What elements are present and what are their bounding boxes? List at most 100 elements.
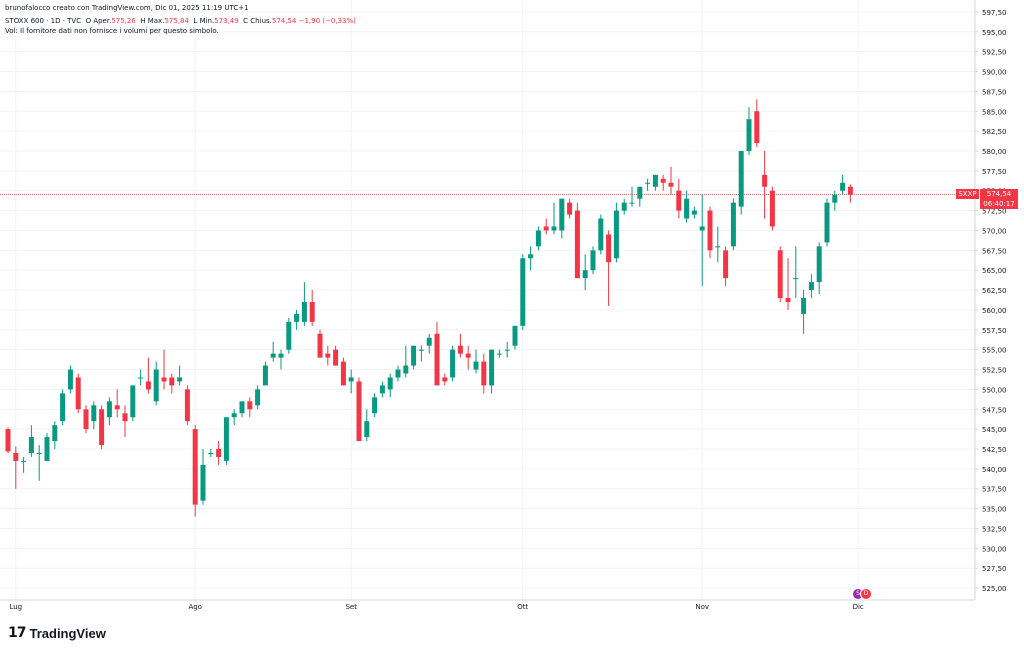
candle	[434, 321, 440, 386]
candle	[769, 186, 775, 231]
candle-body	[348, 377, 354, 382]
candle-body	[317, 333, 323, 358]
candle	[590, 246, 596, 275]
close-label: C	[243, 17, 249, 25]
y-tick-label: 560,00	[982, 307, 1007, 315]
candle-body	[684, 198, 690, 219]
candle	[67, 365, 73, 394]
price-axis[interactable]: 525,00 527,50 530,00 532,50 535,00 537,50 540,…	[975, 9, 1007, 593]
candle	[239, 401, 245, 418]
event-markers[interactable]: S D	[852, 588, 872, 600]
candle-body	[816, 246, 822, 283]
candle-body	[808, 282, 814, 291]
candle-body	[309, 301, 315, 322]
candle-body	[364, 421, 370, 438]
low-value: 573,49	[214, 17, 239, 25]
y-tick-label: 580,00	[982, 148, 1007, 156]
candle	[730, 198, 736, 251]
candle	[691, 206, 697, 219]
y-tick-label: 542,50	[982, 446, 1007, 454]
candle-body	[699, 226, 705, 231]
open-prefix: Aper.	[93, 17, 112, 25]
candle	[184, 385, 190, 426]
candle-body	[457, 345, 463, 354]
time-axis[interactable]: Lug Ago Set Ott Nov Dic	[9, 603, 863, 611]
candle-series	[5, 99, 853, 517]
candle-body	[411, 345, 417, 366]
candle	[13, 446, 19, 489]
candle-body	[200, 464, 206, 501]
candle	[551, 202, 557, 235]
x-tick-label: Ott	[517, 603, 528, 611]
y-tick-label: 527,50	[982, 565, 1007, 573]
candle-body	[520, 258, 526, 326]
candle	[161, 349, 167, 390]
candle	[5, 427, 11, 453]
candle	[660, 174, 666, 191]
candle-body	[582, 270, 588, 279]
candle	[473, 349, 479, 374]
candle	[106, 397, 112, 426]
high-prefix: Max.	[147, 17, 165, 25]
candle-body	[840, 182, 846, 191]
candle	[676, 178, 682, 219]
candle	[637, 186, 643, 207]
candle	[83, 405, 89, 434]
x-tick-label: Dic	[853, 603, 864, 611]
y-tick-label: 562,50	[982, 287, 1007, 295]
x-tick-label: Set	[345, 603, 357, 611]
candle-body	[489, 349, 495, 386]
candle	[684, 190, 690, 223]
y-tick-label: 587,50	[982, 88, 1007, 96]
candle-body	[75, 377, 81, 410]
candle-body	[177, 377, 183, 382]
candle	[754, 99, 760, 148]
open-label: O	[85, 17, 92, 25]
candle	[169, 373, 175, 394]
candle	[255, 385, 261, 410]
candle-body	[777, 250, 783, 299]
candle-body	[372, 397, 378, 414]
candle-body	[270, 353, 276, 358]
candle-body	[122, 413, 128, 422]
candle-body	[668, 182, 674, 187]
candle-body	[379, 385, 385, 394]
candle-body	[216, 449, 222, 457]
low-prefix: Min.	[199, 17, 215, 25]
candle-body	[286, 321, 292, 350]
candle	[21, 456, 27, 473]
candle	[496, 349, 502, 358]
close-value: 574,54	[271, 17, 297, 25]
candle-body	[36, 452, 42, 454]
y-tick-label: 557,50	[982, 327, 1007, 335]
candle-body	[5, 429, 11, 452]
candle-body	[138, 377, 144, 379]
x-tick-label: Lug	[9, 603, 22, 611]
candle-body	[294, 313, 300, 322]
y-tick-label: 547,50	[982, 406, 1007, 414]
candle-body	[652, 174, 658, 187]
y-tick-label: 577,50	[982, 168, 1007, 176]
candle	[278, 349, 284, 370]
y-tick-label: 585,00	[982, 108, 1007, 116]
candle-body	[106, 401, 112, 418]
candle-body	[340, 361, 346, 386]
tradingview-brand[interactable]: 17 TradingView	[8, 625, 106, 641]
bar-countdown: 06:40:17	[983, 200, 1015, 209]
candle-body	[208, 452, 214, 454]
candle-body	[145, 381, 151, 390]
y-tick-label: 567,50	[982, 247, 1007, 255]
dividend-event-icon[interactable]: D	[860, 588, 872, 600]
open-value: 575,26	[111, 17, 136, 25]
candle-body	[169, 377, 175, 386]
candle-body	[67, 369, 73, 390]
candle	[746, 107, 752, 155]
last-price-value: 574,54	[986, 190, 1012, 199]
candle-body	[28, 437, 34, 453]
ohlc-legend: STOXX 600 · 1D · TVC O Aper.575,26 H Max…	[5, 17, 356, 25]
symbol-name[interactable]: STOXX 600 · 1D · TVC	[5, 17, 82, 25]
y-tick-label: 570,00	[982, 227, 1007, 235]
candle	[379, 381, 385, 398]
candle-body	[559, 198, 565, 231]
